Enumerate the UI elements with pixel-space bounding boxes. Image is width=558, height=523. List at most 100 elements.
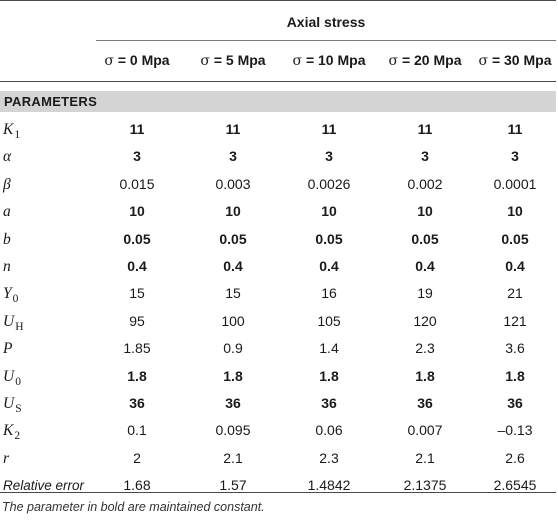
table-cell: 1.85 (123, 340, 151, 357)
table-cell: 121 (503, 312, 527, 329)
table-cell: 2.1 (223, 449, 243, 466)
table-cell: 15 (129, 285, 145, 302)
section-label: PARAMETERS (4, 94, 98, 109)
column-header-label: = 10 Mpa (302, 52, 366, 68)
column-header-label: = 30 Mpa (488, 52, 552, 68)
parameter-symbol: α (3, 148, 12, 166)
table-cell: 10 (225, 203, 241, 220)
table-cell: 2.3 (415, 340, 435, 357)
table-cell: 10 (507, 203, 523, 220)
column-header-row: σ = 0 Mpa σ = 5 Mpa σ = 10 Mpa σ = 20 Mpa σ … (0, 47, 558, 73)
table-cell: 0.4 (319, 257, 339, 274)
table-cell: 0.0001 (493, 175, 537, 192)
parameter-name: UH (3, 308, 24, 337)
table-cell: 10 (321, 203, 337, 220)
parameter-name: K1 (3, 116, 20, 145)
table-cell: 0.4 (505, 257, 525, 274)
table-row: UH 95 100 105 120 121 (0, 308, 558, 335)
table-cell: 0.05 (219, 230, 247, 247)
bottom-rule (0, 492, 556, 493)
table-cell: 36 (321, 394, 337, 411)
table-cell: 19 (417, 285, 433, 302)
table-cell: 36 (129, 394, 145, 411)
column-header: σ = 30 Mpa (467, 47, 558, 74)
table-row: n 0.4 0.4 0.4 0.4 0.4 (0, 253, 558, 280)
parameter-subscript: 2 (14, 430, 21, 443)
parameter-symbol: P (3, 340, 13, 358)
table-cell: 105 (317, 312, 341, 329)
column-header-label: = 20 Mpa (398, 52, 462, 68)
table-cell: 11 (417, 121, 433, 137)
table-cell: 3 (325, 148, 333, 165)
table-cell: 1.8 (505, 367, 525, 384)
parameter-symbol: U (3, 312, 15, 330)
table-cell: 0.06 (315, 422, 343, 439)
table-row: r 2 2.1 2.3 2.1 2.6 (0, 445, 558, 472)
table-cell: 2.1 (415, 449, 435, 466)
parameter-symbol: U (3, 367, 15, 385)
column-header: σ = 10 Mpa (281, 47, 377, 74)
parameter-name: Y0 (3, 280, 18, 309)
sigma-symbol: σ (388, 53, 399, 69)
table-cell: 1.8 (223, 367, 243, 384)
table-cell: 21 (507, 285, 523, 302)
table-cell: 0.015 (119, 175, 155, 192)
table-cell: 10 (417, 203, 433, 220)
sigma-symbol: σ (200, 53, 210, 69)
table-cell: 100 (221, 312, 245, 329)
sigma-symbol: σ (292, 53, 303, 69)
table-cell: 3 (421, 148, 429, 165)
table-cell: 0.007 (407, 422, 443, 439)
table-cell: 16 (321, 285, 337, 302)
parameter-symbol: β (3, 175, 11, 193)
parameter-name: a (3, 198, 11, 225)
parameter-symbol: a (3, 203, 11, 221)
table-cell: 3 (511, 148, 519, 165)
parameter-name: K2 (3, 417, 20, 446)
table-cell: 0.05 (315, 230, 343, 247)
parameter-subscript: 0 (12, 293, 19, 306)
table-cell: 11 (129, 121, 145, 137)
table-body: K1 11 11 11 11 11 α 3 3 3 3 3 β 0.015 0.003 0.0026 0.002… (0, 116, 558, 499)
table-cell: 1.8 (319, 367, 339, 384)
table-cell: 0.4 (223, 257, 243, 274)
table-cell: 0.9 (223, 340, 243, 357)
table-cell: 0.4 (127, 257, 147, 274)
parameter-name: US (3, 390, 22, 419)
table-cell: 0.4 (415, 257, 435, 274)
table-row: Y0 15 15 16 19 21 (0, 280, 558, 307)
table-cell: 1.8 (415, 367, 435, 384)
group-underline (96, 40, 556, 41)
table-cell: –0.13 (497, 422, 533, 439)
table-row: b 0.05 0.05 0.05 0.05 0.05 (0, 226, 558, 253)
table-cell: 0.05 (123, 230, 151, 247)
parameter-symbol: r (3, 449, 10, 467)
table-cell: 36 (225, 394, 241, 411)
parameter-name: β (3, 171, 11, 198)
table-cell: 36 (507, 394, 523, 411)
parameter-symbol: b (3, 230, 11, 248)
top-rule (0, 0, 556, 1)
table-cell: 2.6545 (493, 477, 537, 494)
parameter-symbol: Relative error (3, 478, 85, 494)
table-row: β 0.015 0.003 0.0026 0.002 0.0001 (0, 171, 558, 198)
column-header: σ = 20 Mpa (377, 47, 473, 74)
table-cell: 3 (229, 148, 237, 165)
table-cell: 11 (321, 121, 337, 137)
table-cell: 0.095 (215, 422, 251, 439)
table-cell: 1.4842 (307, 477, 351, 494)
parameter-subscript: 0 (15, 375, 21, 388)
parameter-name: α (3, 143, 11, 170)
table-cell: 1.57 (219, 477, 247, 494)
parameter-name: r (3, 445, 9, 472)
parameter-symbol: n (3, 257, 11, 275)
parameter-symbol: K (3, 121, 14, 138)
parameter-symbol: Y (3, 285, 12, 303)
table-cell: 2 (133, 449, 141, 466)
table-row: α 3 3 3 3 3 (0, 143, 558, 170)
table-row: U0 1.8 1.8 1.8 1.8 1.8 (0, 363, 558, 390)
table-cell: 11 (225, 121, 241, 137)
table-cell: 95 (129, 312, 145, 329)
sigma-symbol: σ (104, 53, 114, 69)
